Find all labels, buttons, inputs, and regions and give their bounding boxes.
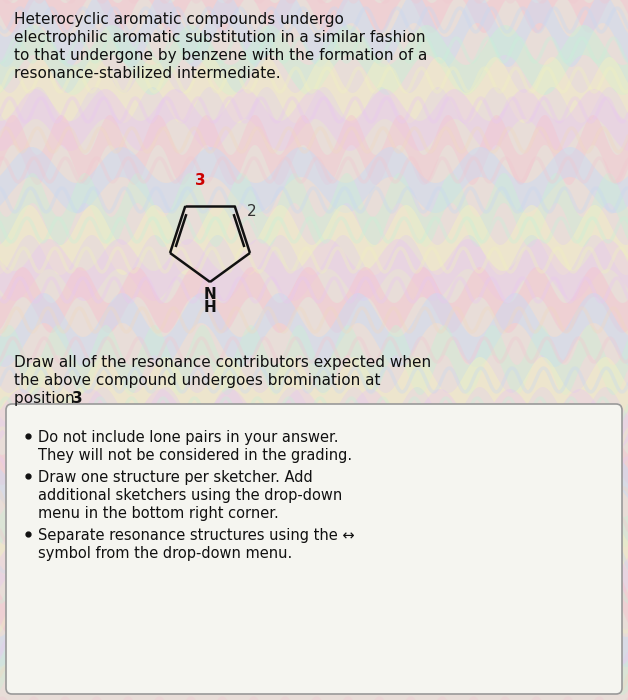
Text: electrophilic aromatic substitution in a similar fashion: electrophilic aromatic substitution in a… [14, 30, 426, 45]
Text: to that undergone by benzene with the formation of a: to that undergone by benzene with the fo… [14, 48, 428, 63]
Text: Draw one structure per sketcher. Add: Draw one structure per sketcher. Add [38, 470, 313, 485]
Text: menu in the bottom right corner.: menu in the bottom right corner. [38, 506, 279, 521]
Text: position: position [14, 391, 80, 406]
Text: H: H [203, 300, 217, 315]
Text: Heterocyclic aromatic compounds undergo: Heterocyclic aromatic compounds undergo [14, 12, 344, 27]
Text: Draw all of the resonance contributors expected when: Draw all of the resonance contributors e… [14, 355, 431, 370]
Text: 3: 3 [72, 391, 83, 406]
FancyBboxPatch shape [6, 404, 622, 694]
Text: They will not be considered in the grading.: They will not be considered in the gradi… [38, 448, 352, 463]
Text: 3: 3 [195, 173, 205, 188]
Text: additional sketchers using the drop-down: additional sketchers using the drop-down [38, 488, 342, 503]
Text: Do not include lone pairs in your answer.: Do not include lone pairs in your answer… [38, 430, 338, 445]
Text: Separate resonance structures using the ↔: Separate resonance structures using the … [38, 528, 355, 543]
Text: 2: 2 [247, 204, 256, 218]
Text: resonance-stabilized intermediate.: resonance-stabilized intermediate. [14, 66, 281, 81]
Text: symbol from the drop-down menu.: symbol from the drop-down menu. [38, 546, 292, 561]
Text: the above compound undergoes bromination at: the above compound undergoes bromination… [14, 373, 381, 388]
Text: N: N [203, 287, 217, 302]
